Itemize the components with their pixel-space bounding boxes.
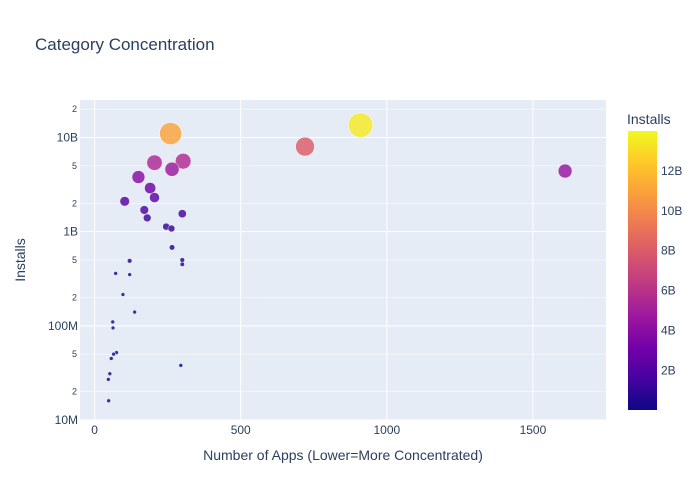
data-point <box>119 196 130 207</box>
data-point <box>113 271 118 276</box>
x-tick-label: 1500 <box>520 423 547 437</box>
colorbar-tick-label: 12B <box>661 164 682 178</box>
colorbar-tick-label: 10B <box>661 204 682 218</box>
colorbar-gradient <box>628 131 657 410</box>
grid-lines <box>80 100 606 421</box>
data-points <box>106 112 573 404</box>
chart-title: Category Concentration <box>35 35 215 54</box>
data-point <box>106 398 111 404</box>
y-minor-tick-label: 5 <box>72 349 77 359</box>
data-point <box>109 356 114 361</box>
y-tick-label: 1B <box>63 225 78 239</box>
colorbar-tick-label: 8B <box>661 244 676 258</box>
data-point <box>169 244 176 251</box>
data-point <box>174 153 192 170</box>
y-minor-tick-label: 2 <box>72 104 77 114</box>
y-tick-label: 10M <box>55 413 78 427</box>
data-point <box>149 192 160 203</box>
data-point <box>164 161 180 177</box>
x-tick-label: 0 <box>91 423 98 437</box>
data-point <box>144 182 157 195</box>
data-point <box>167 224 176 233</box>
y-minor-tick-label: 5 <box>72 255 77 265</box>
data-point <box>295 136 315 157</box>
x-tick-labels: 0 500 1000 1500 <box>91 423 546 437</box>
data-point <box>139 205 149 215</box>
data-point <box>106 377 111 382</box>
colorbar-tick-label: 4B <box>661 323 676 337</box>
data-point <box>143 213 152 223</box>
y-tick-labels: 2 5 2 5 2 5 2 10M 100M 1B 10B <box>48 104 78 427</box>
colorbar-tick-label: 6B <box>661 284 676 298</box>
y-tick-label: 100M <box>48 319 78 333</box>
data-point <box>127 258 133 264</box>
colorbar: Installs 2B 4B 6B 8B 10B 12B <box>627 111 682 410</box>
data-point <box>178 363 184 368</box>
colorbar-ticks: 2B 4B 6B 8B 10B 12B <box>661 164 682 377</box>
x-axis-title: Number of Apps (Lower=More Concentrated) <box>203 447 483 463</box>
data-point <box>159 122 182 145</box>
data-point <box>177 209 187 219</box>
data-point <box>111 351 116 357</box>
data-point <box>110 319 115 325</box>
data-point <box>557 163 573 179</box>
colorbar-tick-label: 2B <box>661 363 676 377</box>
y-tick-label: 10B <box>57 130 78 144</box>
data-point <box>146 154 163 171</box>
y-axis-title: Installs <box>12 238 28 282</box>
data-point <box>131 170 146 184</box>
y-minor-tick-label: 2 <box>72 198 77 208</box>
colorbar-title: Installs <box>627 111 671 127</box>
data-point <box>179 261 185 267</box>
data-point <box>127 272 132 277</box>
x-tick-label: 500 <box>231 423 251 437</box>
data-point <box>107 371 113 376</box>
x-tick-label: 1000 <box>373 423 400 437</box>
data-point <box>120 292 126 297</box>
data-point <box>348 112 374 138</box>
y-minor-tick-label: 2 <box>72 387 77 397</box>
y-minor-tick-label: 2 <box>72 292 77 302</box>
data-point <box>179 257 185 263</box>
data-point <box>110 325 116 331</box>
y-minor-tick-label: 5 <box>72 161 77 171</box>
data-point <box>132 309 137 315</box>
